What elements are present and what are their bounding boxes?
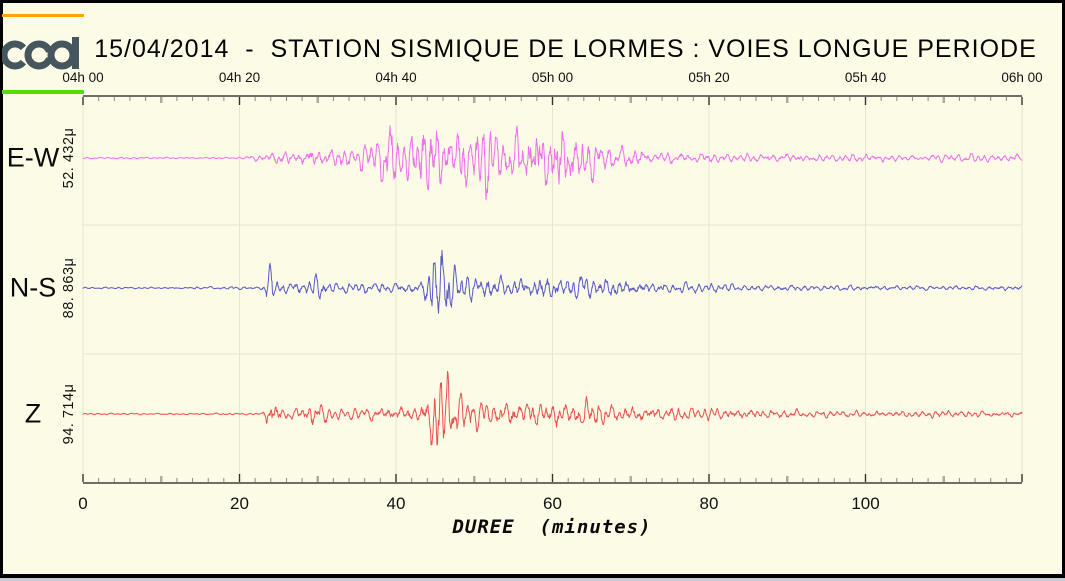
frame-border-top — [0, 0, 1065, 3]
channel-label-e-w: E-W — [6, 142, 60, 173]
amplitude-label-z: 94. 714μ — [61, 383, 77, 445]
top-axis-tick-label: 04h 20 — [218, 70, 261, 85]
page-title: 15/04/2014 - STATION SISMIQUE DE LORMES … — [94, 35, 1037, 63]
trace-n-s — [82, 249, 1023, 314]
top-axis-tick-label: 05h 20 — [688, 70, 730, 85]
green-rule — [2, 90, 84, 94]
frame-border-left — [0, 0, 3, 581]
trace-e-w — [82, 125, 1023, 201]
top-axis-tick-label: 04h 40 — [375, 70, 417, 85]
trace-z — [82, 370, 1023, 446]
bottom-axis-tick-label: 100 — [851, 494, 880, 513]
channel-label-z: Z — [24, 398, 42, 429]
bottom-axis-tick-label: 0 — [78, 494, 88, 513]
top-axis-tick-label: 06h 00 — [1001, 70, 1043, 85]
bottom-axis-tick-label: 40 — [386, 494, 406, 513]
x-axis-title: DUREE (minutes) — [452, 516, 652, 538]
cea-logo-letter-c — [2, 40, 27, 70]
top-axis-tick-label: 04h 00 — [62, 70, 104, 85]
frame-bottom-edge — [0, 578, 1065, 581]
cea-logo — [2, 37, 79, 70]
channel-label-n-s: N-S — [9, 272, 57, 303]
orange-rule — [2, 14, 84, 17]
bottom-axis-tick-label: 60 — [543, 494, 562, 513]
top-axis-tick-label: 05h 40 — [844, 70, 887, 85]
bottom-axis-tick-label: 80 — [699, 494, 719, 513]
frame-border-bottom — [0, 574, 1065, 578]
amplitude-label-e-w: 52. 432μ — [61, 127, 77, 189]
frame-border-right — [1062, 0, 1065, 581]
amplitude-label-n-s: 88. 863μ — [61, 257, 77, 319]
bottom-axis-tick-label: 20 — [230, 494, 249, 513]
top-axis-tick-label: 05h 00 — [531, 70, 574, 85]
